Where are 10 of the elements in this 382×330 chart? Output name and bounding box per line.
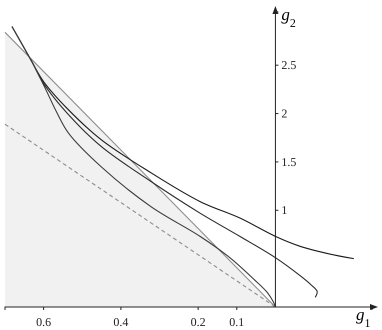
y-tick-label: 2.5 — [281, 58, 296, 72]
x-tick-label: 0.4 — [113, 315, 128, 330]
y-tick-label: 1.5 — [281, 154, 296, 169]
x-tick-label: 0.2 — [190, 315, 206, 330]
y-tick-label: 1 — [281, 203, 288, 218]
x-tick-label: 0.1 — [229, 315, 244, 330]
x-axis-title: g$_{1}$ — [356, 305, 370, 330]
y-axis-title: g$_{2}$ — [281, 5, 296, 30]
x-tick-label: 0.6 — [36, 315, 52, 330]
y-tick-label: 2 — [281, 106, 288, 120]
